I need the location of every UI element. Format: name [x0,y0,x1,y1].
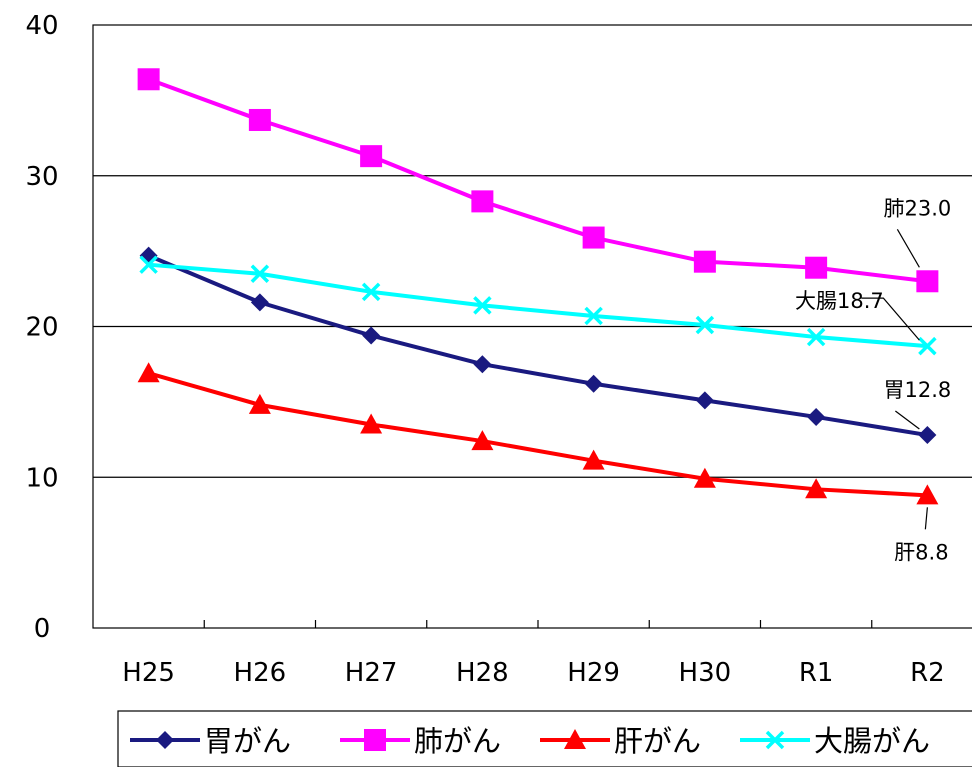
data-point-0-2 [362,326,381,345]
x-tick-label: H26 [234,658,287,688]
annotation-leader-1 [861,297,920,341]
data-point-1-6 [805,256,828,279]
series-line-0 [147,253,928,438]
data-point-3-7 [918,336,937,356]
annotation-leader-3 [924,507,928,530]
data-point-0-0 [139,246,158,265]
series-line-3 [148,262,928,349]
data-point-2-1 [248,393,271,414]
x-tick-label: H29 [567,658,620,688]
data-point-1-4 [582,226,605,249]
x-axis-ticks [203,620,873,628]
data-point-3-4 [584,306,603,326]
data-point-0-7 [918,426,937,445]
annotation-label-0: 肺23.0 [883,196,951,220]
legend-label-0: 胃がん [204,724,291,758]
x-tick-label: H25 [122,658,175,688]
legend-marker-0 [156,731,174,749]
y-tick-label: 30 [25,162,58,192]
annotation-leader-2 [895,410,920,430]
annotation-label-2: 胃12.8 [883,378,951,402]
annotations: 肺23.0 大腸18.7 胃12.8 肝8.8 [795,196,951,564]
data-point-0-6 [807,407,826,426]
data-point-1-7 [916,270,939,293]
y-axis-labels: 0 10 20 30 40 [25,11,58,644]
data-point-0-3 [473,355,492,374]
x-tick-label: R1 [799,658,834,688]
x-tick-label: H30 [679,658,732,688]
data-point-1-1 [248,108,271,131]
x-tick-label: H28 [456,658,509,688]
data-point-3-3 [473,296,492,315]
data-point-0-4 [584,374,603,393]
data-point-3-1 [250,264,270,283]
legend-label-1: 肺がん [414,724,501,758]
data-point-2-0 [137,362,160,383]
legend-marker-1 [364,729,386,751]
legend-label-3: 大腸がん [814,724,930,758]
y-tick-label: 20 [25,313,58,343]
data-point-1-0 [137,68,160,91]
series-lines [147,77,928,498]
data-point-2-6 [805,478,828,499]
gridlines [93,175,972,478]
data-point-1-5 [693,250,716,273]
x-axis-labels: H25 H26 H27 H28 H29 H30 R1 R2 [122,658,944,688]
y-tick-label: 0 [34,614,51,644]
legend-marker-2 [564,729,586,749]
data-point-2-2 [360,413,383,434]
data-point-0-1 [250,293,269,312]
y-tick-label: 10 [25,463,58,493]
x-tick-label: H27 [345,658,398,688]
data-point-0-5 [695,391,714,410]
annotation-label-3: 肝8.8 [894,540,948,564]
data-point-3-5 [695,315,715,335]
annotation-label-1: 大腸18.7 [795,289,884,313]
data-point-2-4 [582,449,605,470]
y-tick-label: 40 [25,11,58,41]
x-tick-label: R2 [910,658,945,688]
series-line-1 [147,77,928,284]
data-point-2-3 [471,430,494,451]
legend: 胃がん 肺がん 肝がん 大腸がん [117,710,972,767]
data-point-1-3 [471,190,494,213]
series-markers [137,68,939,505]
legend-label-2: 肝がん [614,724,701,758]
series-line-2 [148,371,928,498]
data-point-2-7 [916,484,939,505]
data-point-1-2 [360,145,383,168]
data-point-3-6 [806,327,826,347]
legend-marker-3 [765,730,785,750]
annotation-leader-0 [896,228,920,268]
data-point-3-2 [361,282,381,302]
data-point-2-5 [693,467,716,488]
data-point-3-0 [139,255,158,274]
